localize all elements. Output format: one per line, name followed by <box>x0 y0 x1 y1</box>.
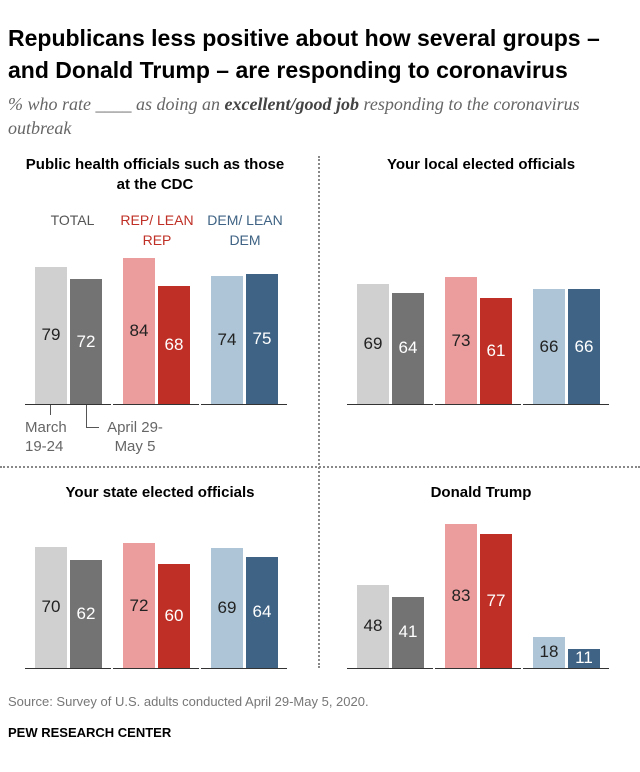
baseline <box>523 668 609 669</box>
group-label-dem: DEM/ LEAN DEM <box>207 212 283 248</box>
data-label: 66 <box>574 336 594 356</box>
baseline <box>523 404 609 405</box>
panel-title: Donald Trump <box>430 484 532 501</box>
panel-title: Public health officials such as those at… <box>25 156 285 193</box>
data-label: 79 <box>41 325 61 345</box>
data-label: 72 <box>76 331 96 351</box>
baseline <box>201 668 287 669</box>
subtitle-text: responding to the coronavirus outbreak <box>8 94 580 138</box>
data-label: 60 <box>164 605 184 625</box>
data-label: 66 <box>539 336 559 356</box>
bar-dem-lean-dem-apr <box>246 556 278 668</box>
bar-dem-lean-dem-apr <box>568 289 600 404</box>
data-label: 11 <box>575 648 593 668</box>
data-label: 69 <box>217 598 237 618</box>
data-label: 69 <box>363 334 383 354</box>
footer-logo: PEW RESEARCH CENTER <box>8 725 172 740</box>
panel-divider-vertical <box>318 156 320 668</box>
annotation-march: March 19-24 <box>25 419 67 455</box>
data-label: 72 <box>129 595 149 615</box>
bar-total-apr <box>70 279 102 404</box>
data-label: 61 <box>486 341 506 361</box>
bar-total-apr <box>392 596 424 668</box>
data-label: 84 <box>129 321 149 341</box>
annotation-tick-april <box>86 427 99 428</box>
subtitle-emphasis: excellent/good job <box>224 94 359 114</box>
data-label: 48 <box>363 616 383 636</box>
annotation-april: April 29- May 5 <box>107 419 163 455</box>
group-label-total: TOTAL <box>50 212 95 228</box>
data-label: 75 <box>252 328 272 348</box>
baseline <box>25 668 111 669</box>
annotation-tick-april <box>86 404 87 428</box>
bar-total-apr <box>70 560 102 668</box>
bar-rep-lean-rep-mar <box>123 258 155 404</box>
chart-title: Republicans less positive about how seve… <box>8 25 600 83</box>
bar-total-mar <box>35 266 67 404</box>
baseline <box>25 404 111 405</box>
bar-total-apr <box>392 292 424 404</box>
bar-rep-lean-rep-mar <box>123 543 155 668</box>
baseline <box>347 668 433 669</box>
bar-rep-lean-rep-mar <box>445 523 477 668</box>
bar-dem-lean-dem-mar <box>533 636 565 668</box>
baseline <box>347 404 433 405</box>
bar-rep-lean-rep-apr <box>158 563 190 668</box>
bar-rep-lean-rep-mar <box>445 277 477 404</box>
data-label: 83 <box>451 585 471 605</box>
panel-title: Your local elected officials <box>386 156 576 173</box>
bar-dem-lean-dem-mar <box>211 548 243 668</box>
bar-rep-lean-rep-apr <box>480 534 512 668</box>
data-label: 18 <box>539 642 559 662</box>
data-label: 64 <box>398 338 418 358</box>
baseline <box>435 404 521 405</box>
data-label: 70 <box>41 597 61 617</box>
panel-divider-horizontal <box>0 466 640 468</box>
data-label: 62 <box>76 604 96 624</box>
bar-rep-lean-rep-apr <box>480 298 512 404</box>
data-label: 73 <box>451 330 471 350</box>
data-label: 68 <box>164 335 184 354</box>
data-label: 77 <box>486 591 506 611</box>
bar-total-mar <box>357 284 389 404</box>
panel-title: Your state elected officials <box>65 484 255 501</box>
bar-total-mar <box>35 546 67 668</box>
data-label: 74 <box>217 329 237 349</box>
data-label: 41 <box>398 622 418 642</box>
baseline <box>435 668 521 669</box>
baseline <box>113 404 199 405</box>
bar-total-mar <box>357 584 389 668</box>
bar-dem-lean-dem-mar <box>211 275 243 404</box>
bar-rep-lean-rep-apr <box>158 286 190 404</box>
source-note: Source: Survey of U.S. adults conducted … <box>8 694 369 709</box>
chart-subtitle: % who rate ____ as doing an excellent/go… <box>8 92 608 140</box>
subtitle-text: % who rate ____ as doing an <box>8 94 225 114</box>
group-label-rep: REP/ LEAN REP <box>120 212 194 248</box>
bar-dem-lean-dem-mar <box>533 289 565 404</box>
bar-dem-lean-dem-apr <box>568 648 600 668</box>
baseline <box>201 404 287 405</box>
data-label: 64 <box>252 602 272 622</box>
bar-dem-lean-dem-apr <box>246 273 278 404</box>
baseline <box>113 668 199 669</box>
annotation-tick-march <box>50 404 51 415</box>
